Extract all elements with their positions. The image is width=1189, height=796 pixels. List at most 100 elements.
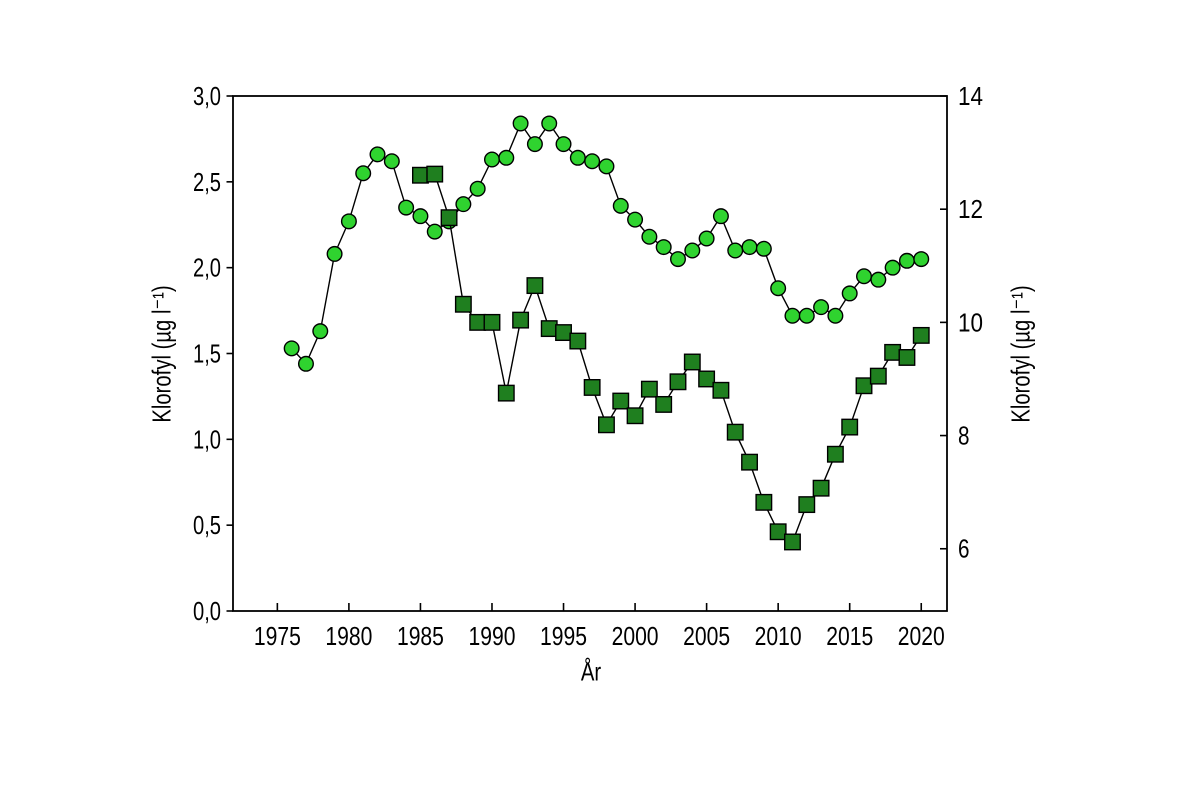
- data-point-square: [884, 343, 902, 361]
- data-point-square: [741, 453, 758, 471]
- x-tick-label: 2000: [612, 621, 659, 651]
- data-point-circle: [512, 115, 529, 132]
- data-point-square: [555, 324, 572, 342]
- data-point-circle: [612, 197, 629, 214]
- right-tick-label: 8: [958, 421, 970, 451]
- data-point-square: [855, 377, 873, 395]
- data-point-square: [598, 416, 615, 434]
- data-point-square: [512, 311, 530, 329]
- data-point-circle: [369, 146, 386, 163]
- data-point-circle: [669, 251, 686, 268]
- data-point-square: [426, 165, 444, 183]
- data-point-square: [497, 384, 515, 402]
- x-tick-label: 2005: [683, 621, 730, 651]
- data-point-circle: [913, 251, 930, 268]
- data-point-square: [812, 479, 830, 497]
- data-point-circle: [469, 180, 486, 197]
- data-point-square: [669, 373, 687, 391]
- data-point-square: [698, 370, 716, 388]
- x-tick-label: 1990: [468, 621, 515, 651]
- left-tick-label: 1,5: [193, 339, 221, 369]
- data-point-square: [483, 313, 501, 331]
- data-point-circle: [655, 239, 672, 256]
- right-tick-label: 10: [958, 307, 983, 337]
- data-point-circle: [784, 307, 801, 324]
- left-tick-label: 1,0: [193, 424, 221, 454]
- left-tick-label: 2,0: [193, 253, 221, 283]
- data-point-square: [440, 209, 458, 227]
- data-point-circle: [340, 213, 357, 230]
- left-tick-label: 3,0: [193, 81, 221, 111]
- data-point-square: [655, 395, 673, 413]
- data-point-circle: [712, 208, 729, 225]
- data-point-circle: [684, 242, 701, 259]
- data-point-square: [826, 445, 844, 463]
- data-point-circle: [856, 268, 873, 285]
- right-axis-title: Klorofyl (µg l⁻¹): [1005, 285, 1036, 423]
- plot-frame: [232, 95, 948, 612]
- left-axis-title: Klorofyl (µg l⁻¹): [146, 285, 177, 423]
- data-point-circle: [727, 242, 744, 259]
- data-point-circle: [383, 153, 400, 170]
- data-point-square: [612, 392, 630, 410]
- data-point-circle: [555, 136, 572, 153]
- right-tick-label: 14: [958, 81, 983, 111]
- data-point-circle: [870, 271, 887, 288]
- x-tick-label: 2015: [826, 621, 873, 651]
- data-point-square: [798, 496, 816, 514]
- data-point-square: [569, 332, 587, 350]
- data-point-circle: [355, 165, 372, 182]
- data-point-circle: [541, 115, 558, 132]
- data-point-circle: [412, 208, 429, 225]
- series-line-square: [420, 173, 922, 544]
- right-tick-label: 12: [958, 194, 983, 224]
- data-point-square: [841, 418, 859, 436]
- data-point-square: [583, 379, 601, 396]
- data-point-circle: [483, 151, 500, 168]
- data-point-circle: [827, 307, 844, 324]
- x-tick-label: 1985: [397, 621, 444, 651]
- x-tick-label: 1975: [254, 621, 301, 651]
- data-point-square: [726, 423, 744, 441]
- data-point-circle: [755, 240, 772, 257]
- data-point-square: [784, 533, 801, 551]
- left-tick-label: 0,0: [193, 596, 221, 626]
- data-point-circle: [598, 158, 615, 175]
- data-point-circle: [798, 307, 815, 324]
- data-point-square: [769, 523, 787, 541]
- data-point-circle: [627, 211, 644, 228]
- data-point-circle: [770, 280, 787, 297]
- data-point-square: [869, 367, 887, 385]
- data-point-square: [626, 407, 644, 425]
- data-point-circle: [526, 136, 543, 153]
- x-tick-label: 1995: [540, 621, 587, 651]
- data-point-circle: [398, 199, 415, 216]
- data-point-circle: [898, 252, 915, 269]
- left-tick-label: 0,5: [193, 510, 221, 540]
- data-point-circle: [426, 223, 443, 240]
- data-point-square: [683, 353, 701, 371]
- data-point-circle: [698, 230, 715, 247]
- data-point-circle: [312, 323, 329, 340]
- data-point-circle: [841, 285, 858, 302]
- data-point-square: [411, 166, 429, 184]
- data-point-circle: [455, 196, 472, 213]
- data-point-square: [640, 380, 658, 398]
- x-axis-title: År: [580, 656, 602, 687]
- data-point-square: [454, 295, 472, 313]
- data-point-square: [755, 493, 773, 511]
- data-point-square: [540, 320, 558, 338]
- x-tick-label: 1980: [325, 621, 372, 651]
- x-tick-label: 2010: [755, 621, 802, 651]
- data-point-square: [898, 349, 916, 366]
- data-point-square: [712, 381, 730, 399]
- data-point-square: [912, 326, 930, 344]
- data-point-circle: [884, 259, 901, 276]
- data-point-circle: [584, 153, 601, 170]
- data-point-square: [526, 277, 544, 295]
- data-point-circle: [297, 355, 314, 372]
- data-point-circle: [569, 149, 586, 166]
- data-point-circle: [283, 340, 300, 357]
- left-tick-label: 2,5: [193, 167, 221, 197]
